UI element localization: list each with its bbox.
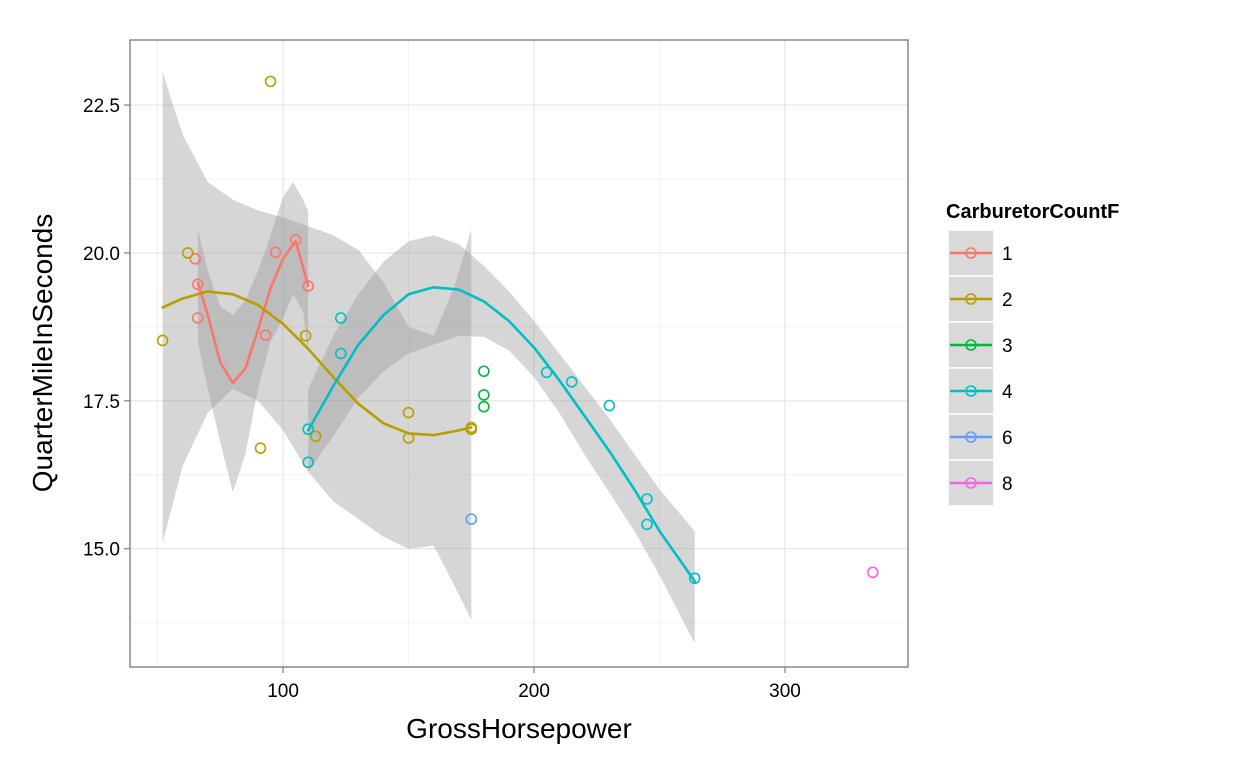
data-point-3 (478, 365, 490, 378)
data-point-4 (302, 456, 314, 469)
data-points (156, 75, 879, 585)
legend-label: 2 (1002, 290, 1013, 311)
data-point-2 (402, 406, 415, 419)
x-tick-label: 200 (518, 681, 550, 702)
data-point-4 (641, 518, 653, 531)
y-axis-title: QuarterMileInSeconds (27, 214, 58, 493)
data-point-8 (867, 566, 879, 579)
y-tick-label: 22.5 (83, 96, 120, 117)
y-tick-label: 17.5 (83, 392, 120, 413)
data-point-2 (299, 329, 312, 342)
data-point-2 (156, 334, 169, 347)
y-tick-label: 15.0 (83, 540, 120, 561)
data-point-1 (191, 278, 204, 291)
data-point-3 (478, 389, 490, 401)
data-point-4 (565, 376, 578, 388)
data-point-1 (189, 253, 202, 265)
data-point-1 (269, 246, 282, 259)
legend: CarburetorCountF 1 2 3 4 6 8 (946, 201, 1119, 507)
data-point-3 (478, 400, 490, 413)
legend-key-point (965, 477, 977, 489)
legend-item-8: 8 (947, 459, 1013, 507)
legend-key-point (965, 385, 977, 397)
data-point-1 (289, 234, 302, 246)
smooth-line-1 (196, 239, 310, 385)
confidence-bands (162, 72, 695, 644)
axes: GrossHorsepower QuarterMileInSeconds 100… (27, 96, 801, 744)
legend-key-point (965, 293, 977, 305)
data-point-4 (603, 399, 616, 412)
smooth-line-4 (306, 286, 696, 583)
legend-item-2: 2 (947, 275, 1013, 323)
legend-key-point (965, 431, 977, 443)
data-point-4 (335, 347, 347, 360)
confidence-band-2 (162, 72, 472, 620)
legend-label: 3 (1002, 336, 1013, 357)
plot-area (129, 39, 909, 668)
smooth-lines (161, 239, 696, 583)
data-point-4 (540, 366, 553, 379)
data-point-6 (465, 513, 478, 525)
data-point-2 (181, 247, 194, 259)
data-point-4 (641, 493, 653, 505)
data-point-2 (465, 421, 478, 434)
x-tick-label: 100 (267, 681, 299, 702)
legend-label: 4 (1002, 382, 1013, 403)
data-point-4 (688, 572, 701, 585)
confidence-band-4 (308, 235, 695, 644)
data-point-2 (254, 442, 267, 454)
legend-title: CarburetorCountF (946, 201, 1119, 223)
data-point-2 (309, 430, 322, 443)
x-tick-label: 300 (769, 681, 801, 702)
y-tick-label: 20.0 (83, 244, 120, 265)
data-point-1 (302, 280, 314, 292)
legend-label: 6 (1002, 428, 1013, 449)
legend-label: 8 (1002, 474, 1013, 495)
data-point-1 (191, 312, 204, 324)
legend-key-point (965, 339, 977, 351)
data-point-4 (302, 423, 314, 436)
confidence-band-1 (197, 182, 309, 493)
data-point-1 (259, 329, 272, 341)
legend-label: 1 (1002, 244, 1013, 265)
plot-border (129, 39, 909, 668)
smooth-line-2 (161, 290, 473, 437)
data-point-2 (264, 75, 277, 88)
data-point-4 (335, 312, 347, 324)
data-point-2 (402, 432, 415, 444)
x-axis-title: GrossHorsepower (406, 713, 632, 744)
legend-item-4: 4 (947, 367, 1013, 415)
legend-item-1: 1 (947, 229, 1013, 277)
legend-item-3: 3 (947, 321, 1013, 369)
plot-background (130, 40, 908, 667)
legend-key-point (965, 247, 977, 259)
legend-item-6: 6 (947, 413, 1013, 461)
